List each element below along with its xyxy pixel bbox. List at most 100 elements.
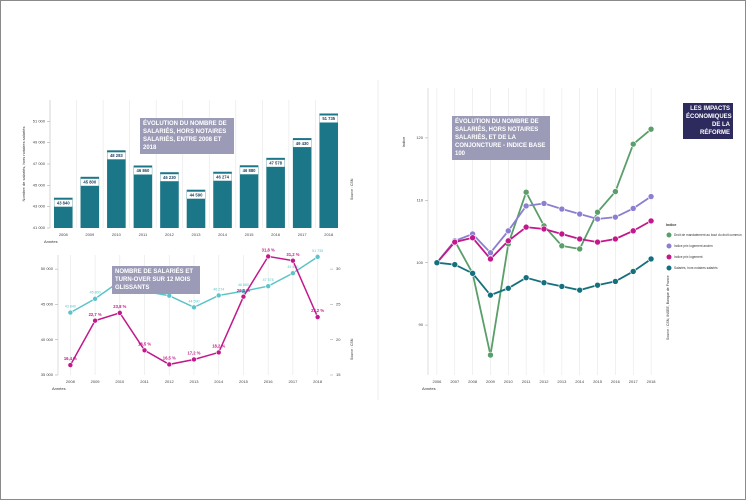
x-tick-label: 2012 (165, 379, 175, 384)
point (67, 309, 74, 316)
point (647, 193, 655, 200)
x-tick-label: 2013 (190, 379, 200, 384)
value-label: 26,1 % (237, 288, 250, 293)
x-tick-label: 2018 (313, 379, 323, 384)
chart-title: Évolution du nombre de salariés, hors no… (452, 116, 550, 160)
value-label-box (54, 199, 73, 207)
value-label-box (80, 178, 99, 186)
point (612, 235, 619, 243)
y-tick-label: 120 (416, 135, 423, 140)
point (576, 235, 583, 243)
source: Source : CSN (350, 338, 354, 360)
bar (319, 113, 339, 228)
y2-tick-label: 25 (336, 301, 341, 306)
value-label-box (213, 173, 232, 181)
y2-tick-label: 20 (336, 337, 341, 342)
x-tick-label: 2008 (468, 379, 478, 384)
value-label: 18,5 % (138, 341, 151, 346)
value-label-box (133, 167, 152, 175)
bar (213, 171, 232, 228)
point (647, 125, 655, 133)
value-label: 18,2 % (212, 344, 225, 349)
y-tick-label: 41 000 (33, 225, 46, 230)
point (487, 291, 494, 299)
legend-label: Indice prix logement ancien (674, 244, 713, 248)
point (558, 242, 566, 250)
value-label: 44 590 (189, 299, 200, 303)
legend-marker (666, 254, 672, 260)
value-label: 46 274 (213, 287, 224, 291)
x-tick-label: 2011 (522, 379, 531, 384)
point (240, 288, 247, 294)
point (558, 205, 566, 213)
x-tick-label: 2014 (575, 379, 585, 384)
chart-title: Nombre de salariés et turn-over sur 12 m… (112, 266, 200, 294)
value-label: 44 590 (190, 192, 203, 197)
point (166, 361, 173, 368)
value-label: 46 880 (243, 168, 256, 173)
point (487, 249, 494, 257)
point (505, 284, 512, 292)
y2-tick-label: 30 (336, 266, 341, 271)
x-tick-label: 2014 (214, 379, 224, 384)
value-label: 46 860 (137, 168, 150, 173)
value-label: 46 230 (163, 175, 176, 180)
point (314, 254, 321, 260)
x-tick-label: 2012 (540, 379, 550, 384)
value-label-box (319, 115, 338, 123)
x-tick-label: 2010 (112, 232, 122, 237)
y-tick-label: 47 000 (33, 161, 46, 166)
point (487, 351, 494, 359)
bar (133, 165, 153, 228)
y-axis-label: Indice (401, 136, 406, 147)
value-label: 45 800 (90, 291, 101, 295)
point (451, 261, 459, 268)
y-tick-label: 40 000 (41, 337, 54, 342)
value-label: 48 283 (110, 153, 123, 158)
x-tick-label: 2015 (245, 232, 255, 237)
x-tick-label: 2016 (611, 379, 621, 384)
legend-label: Droit de mandatement au bout du droit co… (674, 233, 742, 237)
value-label: 49 430 (287, 265, 298, 269)
badge: Les impacts économiques de la réforme (683, 103, 733, 139)
point (629, 205, 637, 212)
x-axis-label: Années (44, 239, 58, 244)
value-label-box (240, 167, 259, 175)
point (576, 210, 583, 218)
value-label: 31,8 % (262, 248, 275, 253)
source: Source : CSN (350, 178, 354, 200)
source: Source : CSN, INSEE, Banque de France (666, 275, 670, 340)
x-tick-label: 2009 (85, 232, 95, 237)
x-tick-label: 2007 (450, 379, 460, 384)
y-tick-label: 49 000 (33, 140, 46, 145)
point (522, 202, 530, 210)
point (433, 259, 441, 266)
point (540, 279, 548, 286)
value-label: 23,2 % (311, 308, 324, 313)
value-label: 23,8 % (113, 304, 126, 309)
x-tick-label: 2011 (139, 232, 148, 237)
x-tick-label: 2016 (271, 232, 281, 237)
y-tick-label: 100 (416, 260, 423, 265)
x-tick-label: 2012 (165, 232, 175, 237)
point (215, 292, 222, 299)
point (558, 283, 566, 290)
point (487, 255, 494, 263)
value-label-box (293, 140, 312, 148)
point (67, 362, 74, 368)
point (594, 281, 601, 289)
point (191, 356, 197, 363)
point (92, 295, 98, 302)
point (522, 223, 530, 231)
value-label-box (160, 174, 179, 182)
x-tick-label: 2015 (593, 379, 603, 384)
value-label: 46 274 (216, 174, 229, 179)
point (265, 283, 271, 290)
value-label: 17,2 % (187, 351, 200, 356)
bar (239, 165, 259, 228)
point (265, 253, 271, 260)
point (451, 238, 459, 246)
x-tick-label: 2017 (288, 379, 298, 384)
